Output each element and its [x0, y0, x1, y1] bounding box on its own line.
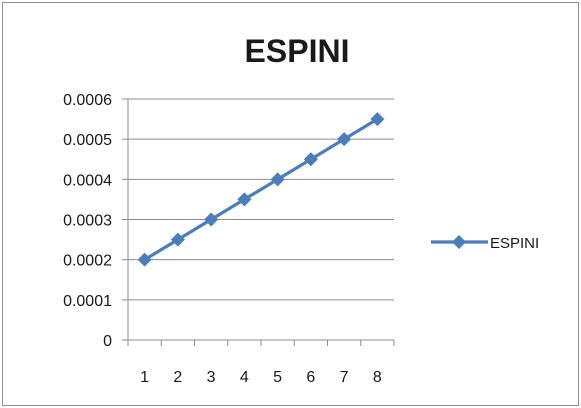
- x-tick-label: 4: [240, 369, 249, 386]
- x-tick-label: 5: [273, 369, 282, 386]
- y-tick-label: 0.0004: [63, 172, 112, 189]
- y-tick-label: 0.0003: [63, 213, 112, 230]
- y-tick-label: 0.0002: [63, 253, 112, 270]
- data-point: [270, 172, 285, 187]
- chart-title: ESPINI: [245, 33, 350, 69]
- x-tick-label: 3: [207, 369, 216, 386]
- y-axis-ticks: 0 0.0001 0.0002 0.0003 0.0004 0.0005 0.0006: [63, 92, 112, 350]
- legend: ESPINI: [431, 235, 539, 252]
- data-point: [170, 232, 185, 247]
- x-axis-ticks: 1 2 3 4 5 6 7 8: [140, 369, 382, 386]
- y-tick-label: 0.0006: [63, 92, 112, 109]
- y-tick-label: 0.0005: [63, 132, 112, 149]
- axes: [122, 98, 395, 346]
- data-point: [370, 112, 385, 127]
- legend-label: ESPINI: [490, 235, 539, 252]
- series-layer: [137, 112, 385, 267]
- x-tick-label: 6: [306, 369, 315, 386]
- gridlines: [128, 98, 394, 301]
- data-point: [204, 212, 219, 227]
- data-point: [303, 152, 318, 167]
- y-tick-label: 0.0001: [63, 293, 112, 310]
- data-point: [337, 132, 352, 147]
- data-point: [237, 192, 252, 207]
- x-tick-label: 8: [373, 369, 382, 386]
- x-tick-label: 2: [173, 369, 182, 386]
- data-point: [137, 252, 152, 267]
- series-line: [143, 117, 379, 262]
- x-tick-label: 7: [340, 369, 349, 386]
- legend-marker: [452, 235, 466, 249]
- y-tick-label: 0: [103, 333, 112, 350]
- x-tick-label: 1: [140, 369, 149, 386]
